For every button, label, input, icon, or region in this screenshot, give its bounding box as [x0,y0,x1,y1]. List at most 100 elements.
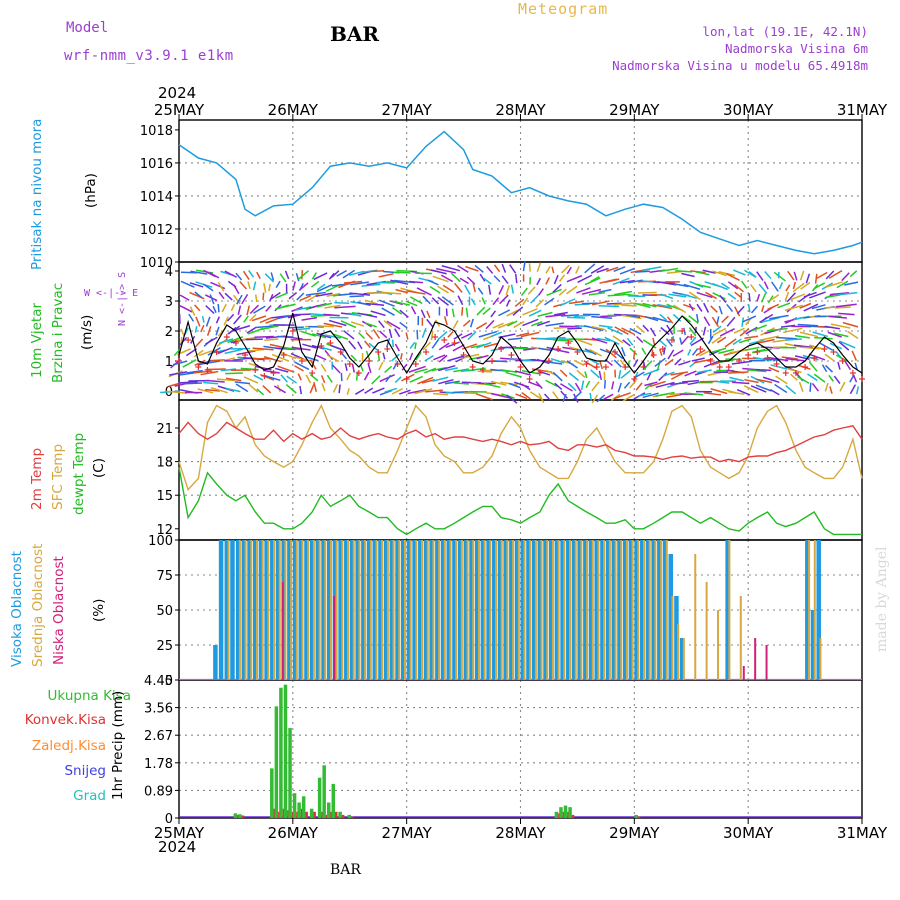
wind-barb [703,359,721,368]
wind-barb [734,284,745,293]
wind-barb [718,305,723,315]
wind-barb [433,354,446,361]
cloud-bar-high [435,540,440,680]
wind-barb [194,304,201,312]
wind-barb [476,341,492,349]
wind-barb [202,283,214,292]
cloud-bar-mid [717,610,720,680]
wind-barb [672,336,675,343]
cloud-bar-mid [329,540,332,680]
wind-barb [836,280,849,289]
wind-barb [707,371,722,377]
y-tick-label: 0 [165,674,173,689]
wind-barb [636,335,644,344]
cloud-bar-mid [290,540,293,680]
wind-barb [668,293,687,298]
wind-barb [712,270,728,277]
wind-barb [391,353,400,362]
wind-barb [744,346,760,351]
wind-barb [326,292,341,298]
wind-barb [256,271,261,279]
wind-barb [256,388,265,396]
elevation-text: Nadmorska Visina 6m [725,41,868,56]
precip-bar-conv [637,816,641,818]
wind-barb [280,351,297,360]
wind-barb [767,303,780,311]
wind-barb [194,359,206,366]
cloud-bar-mid [398,540,401,680]
wind-barb [811,382,820,392]
wind-barb [280,346,302,351]
wind-barb [263,283,267,293]
wind-barb [750,284,757,293]
wind-barb [189,306,196,316]
wind-barb [416,287,432,296]
cloud-bar-mid [625,540,628,680]
wind-barb [198,350,213,357]
wind-barb [316,284,333,293]
wind-barb [751,324,767,332]
wind-barb [718,348,735,355]
cloud-bar-mid [250,540,253,680]
wind-barb [755,384,772,392]
wind-barb [394,328,401,338]
wind-barb [391,388,403,395]
wind-barb [520,331,540,338]
wind-barb [567,327,582,330]
cloud-bar-high [566,540,571,680]
precip-bar-conv [241,815,245,818]
wind-barb [241,294,249,305]
wind-barb [726,316,736,327]
wind-barb [459,277,470,285]
cloud-bar-high [645,540,651,680]
wind-barb [254,365,272,371]
wind-barb [670,372,685,380]
model-label: Model [66,20,109,36]
wind-barb [206,379,225,383]
wind-barb [499,294,509,305]
wind-barb [828,269,843,279]
wind-barb [505,285,511,296]
wind-barb [444,367,459,372]
wind-barb [441,264,461,272]
wind-barb [209,272,220,279]
wind-barb [786,292,796,303]
wind-barb [453,382,469,385]
wind-barb [581,288,602,295]
wind-barb [574,382,582,393]
cloud-bar-mid [728,540,731,680]
wind-barb [243,315,249,323]
wind-barb [476,322,487,330]
wind-barb [778,282,784,290]
precip-bar-conv [335,811,338,818]
wind-barb [596,394,606,403]
y-tick-label: 3 [165,295,173,310]
wind-barb [635,325,645,334]
wind-barb [588,291,606,296]
wind-barb [613,266,626,273]
wind-barb [359,364,364,372]
wind-barb [486,266,494,274]
wind-barb [173,348,181,357]
precip-bar-total [634,814,638,818]
wind-barb [813,282,826,290]
wind-barb [602,393,614,401]
wind-barb [633,371,645,379]
wind-barb [697,369,712,374]
wind-barb [828,374,835,382]
wind-barb [338,384,341,394]
wind-barb [386,320,401,330]
wind-barb [710,305,718,313]
wind-barb [498,309,511,317]
wind-barb [827,331,842,338]
wind-barb [293,313,312,316]
wind-barb [566,360,578,369]
x-tick-label-top: 29MAY [609,101,660,119]
wind-barb [407,389,427,395]
wind-barb [246,326,257,334]
wind-barb [809,291,826,299]
wind-barb [761,305,765,312]
wind-barb [787,367,802,374]
wind-barb [441,296,454,306]
wind-barb [849,384,857,395]
